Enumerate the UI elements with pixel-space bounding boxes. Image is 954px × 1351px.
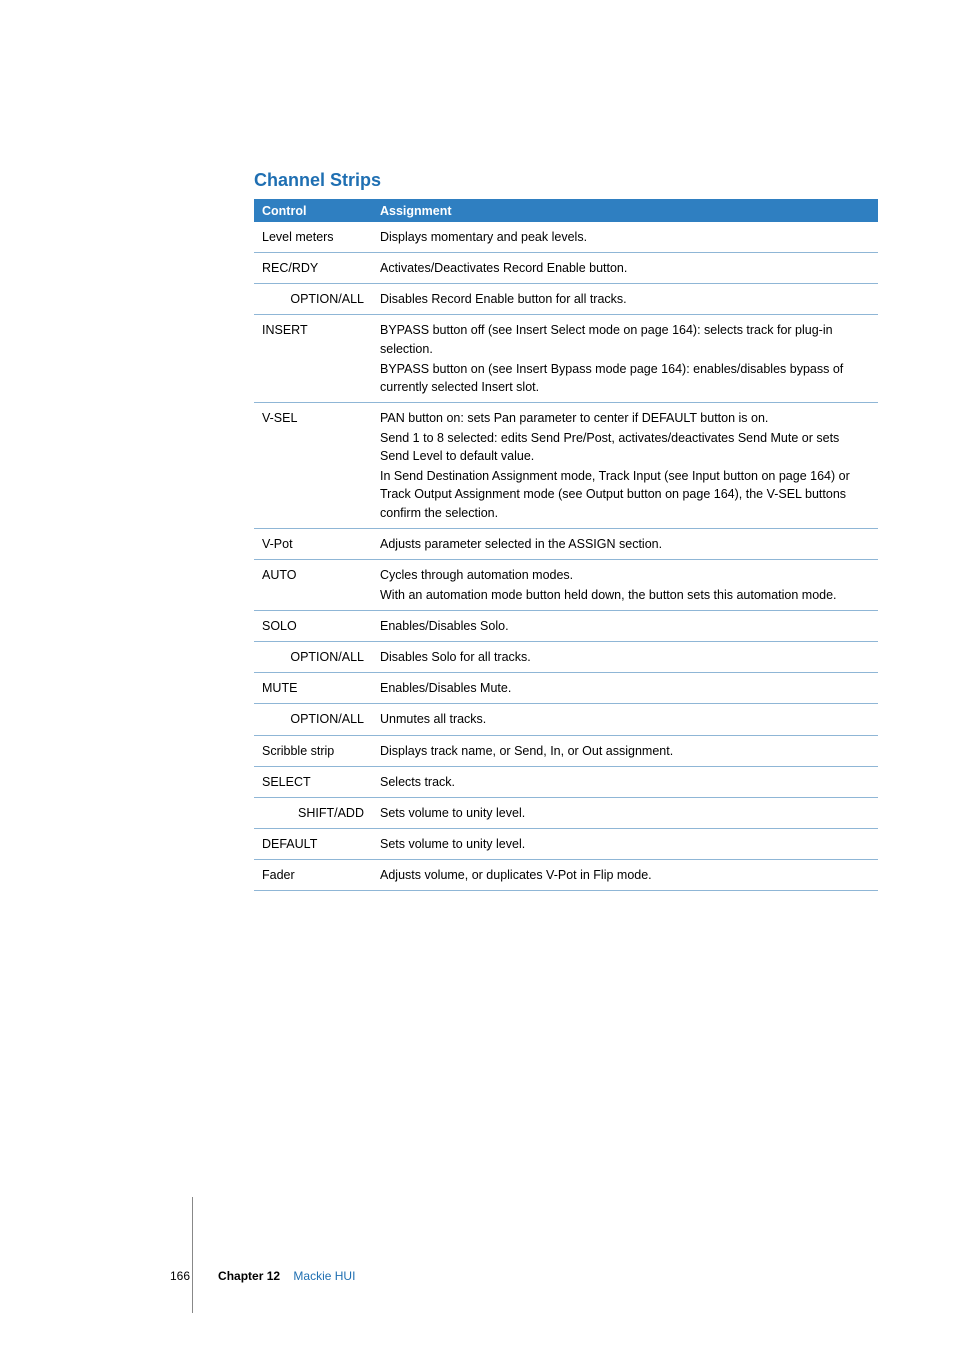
assignment-paragraph: BYPASS button on (see Insert Bypass mode… (380, 360, 870, 396)
control-cell: V-Pot (254, 528, 372, 559)
table-row: REC/RDY Activates/Deactivates Record Enab… (254, 253, 878, 284)
assignment-cell: Enables/Disables Solo. (372, 611, 878, 642)
chapter-name: Mackie HUI (293, 1269, 355, 1283)
table-row: DEFAULT Sets volume to unity level. (254, 828, 878, 859)
control-cell: MUTE (254, 673, 372, 704)
assignment-cell: Sets volume to unity level. (372, 797, 878, 828)
assignment-cell: Displays momentary and peak levels. (372, 222, 878, 253)
table-row: OPTION/ALL Disables Solo for all tracks. (254, 642, 878, 673)
assignment-cell: Activates/Deactivates Record Enable butt… (372, 253, 878, 284)
control-cell: SOLO (254, 611, 372, 642)
assignment-paragraph: Displays momentary and peak levels. (380, 228, 870, 246)
assignment-cell: Adjusts parameter selected in the ASSIGN… (372, 528, 878, 559)
col-header-assignment: Assignment (372, 199, 878, 222)
page-number: 166 (170, 1269, 190, 1283)
assignment-cell: BYPASS button off (see Insert Select mod… (372, 315, 878, 403)
table-row: SHIFT/ADD Sets volume to unity level. (254, 797, 878, 828)
assignment-paragraph: Displays track name, or Send, In, or Out… (380, 742, 870, 760)
assignment-paragraph: Sets volume to unity level. (380, 835, 870, 853)
assignment-paragraph: Adjusts volume, or duplicates V-Pot in F… (380, 866, 870, 884)
assignment-paragraph: Disables Solo for all tracks. (380, 648, 870, 666)
assignment-cell: Enables/Disables Mute. (372, 673, 878, 704)
col-header-control: Control (254, 199, 372, 222)
control-cell: REC/RDY (254, 253, 372, 284)
control-cell: Scribble strip (254, 735, 372, 766)
table-row: V-Pot Adjusts parameter selected in the A… (254, 528, 878, 559)
control-cell: OPTION/ALL (254, 704, 372, 735)
assignment-paragraph: Selects track. (380, 773, 870, 791)
assignment-cell: Disables Solo for all tracks. (372, 642, 878, 673)
table-row: AUTO Cycles through automation modes. With… (254, 559, 878, 610)
control-cell: SELECT (254, 766, 372, 797)
assignment-cell: Adjusts volume, or duplicates V-Pot in F… (372, 860, 878, 891)
assignment-paragraph: Adjusts parameter selected in the ASSIGN… (380, 535, 870, 553)
assignment-cell: Selects track. (372, 766, 878, 797)
section-title: Channel Strips (254, 170, 878, 191)
assignment-paragraph: Cycles through automation modes. (380, 566, 870, 584)
assignment-paragraph: Sets volume to unity level. (380, 804, 870, 822)
control-cell: V-SEL (254, 402, 372, 528)
assignment-cell: Cycles through automation modes. With an … (372, 559, 878, 610)
control-cell: OPTION/ALL (254, 284, 372, 315)
table-row: Scribble strip Displays track name, or Se… (254, 735, 878, 766)
table-row: SOLO Enables/Disables Solo. (254, 611, 878, 642)
table-row: V-SEL PAN button on: sets Pan parameter t… (254, 402, 878, 528)
assignment-paragraph: Enables/Disables Mute. (380, 679, 870, 697)
assignment-paragraph: Activates/Deactivates Record Enable butt… (380, 259, 870, 277)
assignment-paragraph: Enables/Disables Solo. (380, 617, 870, 635)
assignment-cell: Disables Record Enable button for all tr… (372, 284, 878, 315)
assignment-cell: Unmutes all tracks. (372, 704, 878, 735)
assignment-cell: Sets volume to unity level. (372, 828, 878, 859)
control-cell: Fader (254, 860, 372, 891)
table-row: Level meters Displays momentary and peak … (254, 222, 878, 253)
assignment-paragraph: BYPASS button off (see Insert Select mod… (380, 321, 870, 357)
table-row: SELECT Selects track. (254, 766, 878, 797)
assignment-cell: Displays track name, or Send, In, or Out… (372, 735, 878, 766)
channel-strips-table: Control Assignment Level meters Displays … (254, 199, 878, 891)
table-row: INSERTBYPASS button off (see Insert Sele… (254, 315, 878, 403)
assignment-paragraph: Unmutes all tracks. (380, 710, 870, 728)
chapter-label: Chapter 12 (218, 1269, 280, 1283)
margin-rule (192, 1197, 193, 1313)
control-cell: SHIFT/ADD (254, 797, 372, 828)
assignment-cell: PAN button on: sets Pan parameter to cen… (372, 402, 878, 528)
control-cell: INSERT (254, 315, 372, 403)
control-cell: DEFAULT (254, 828, 372, 859)
control-cell: AUTO (254, 559, 372, 610)
assignment-paragraph: With an automation mode button held down… (380, 586, 870, 604)
table-row: MUTE Enables/Disables Mute. (254, 673, 878, 704)
assignment-paragraph: Disables Record Enable button for all tr… (380, 290, 870, 308)
assignment-paragraph: In Send Destination Assignment mode, Tra… (380, 467, 870, 521)
assignment-paragraph: PAN button on: sets Pan parameter to cen… (380, 409, 870, 427)
table-row: OPTION/ALL Unmutes all tracks. (254, 704, 878, 735)
assignment-paragraph: Send 1 to 8 selected: edits Send Pre/Pos… (380, 429, 870, 465)
control-cell: Level meters (254, 222, 372, 253)
table-row: OPTION/ALL Disables Record Enable button … (254, 284, 878, 315)
control-cell: OPTION/ALL (254, 642, 372, 673)
table-row: Fader Adjusts volume, or duplicates V-Pot… (254, 860, 878, 891)
page-footer: 166 Chapter 12 Mackie HUI (170, 1269, 355, 1283)
